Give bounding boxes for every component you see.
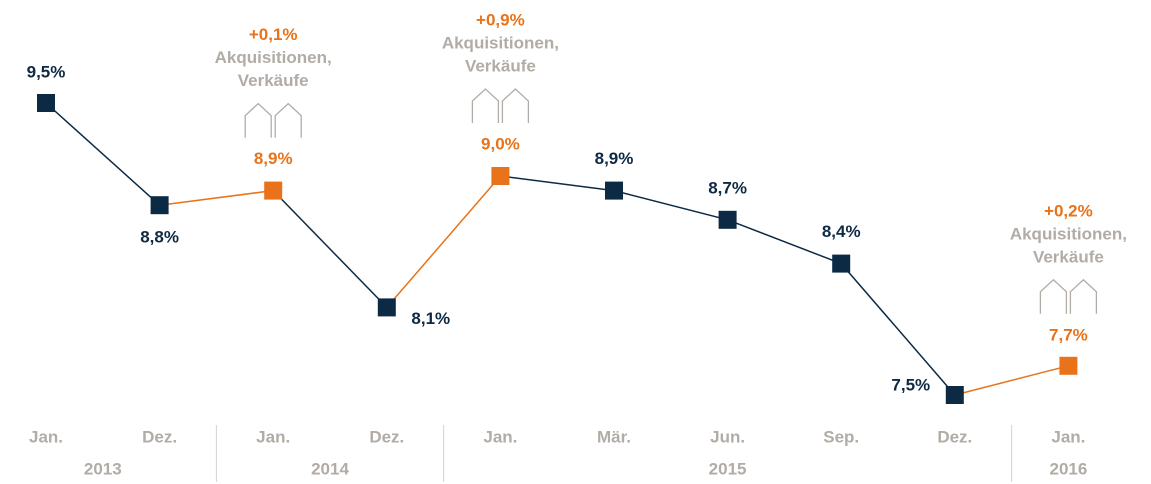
annotation-change: +0,2% [1044,201,1093,220]
value-label: 7,7% [1049,325,1088,344]
line-segment [840,263,956,396]
line-segment [45,102,161,206]
line-segment [272,190,388,308]
value-label: 7,5% [891,375,930,394]
x-tick-label: Mär. [597,427,631,446]
x-tick-label: Dez. [937,427,972,446]
point [377,298,396,317]
point [605,181,623,200]
value-label: 9,5% [27,62,66,81]
point [718,210,737,229]
line-segment [386,175,501,308]
value-label: 9,0% [481,134,520,153]
x-tick-label: Dez. [369,427,404,446]
value-label: 8,7% [708,178,747,197]
value-label: 8,4% [822,222,861,241]
x-tick-label: Jan. [29,427,63,446]
line-segment [159,189,274,206]
line-segment [954,365,1069,396]
annotation-change: +0,9% [476,10,525,29]
value-label: 8,9% [595,149,634,168]
x-tick-label: Dez. [142,427,177,446]
house-icon [1039,278,1068,314]
point [491,167,510,185]
line-segment [613,189,728,221]
x-tick-label: Jun. [710,427,745,446]
point [832,254,851,273]
annotation-text: Akquisitionen, [215,48,332,67]
x-group-label: 2013 [84,459,122,478]
annotation-text: Akquisitionen, [442,33,559,52]
house-icon [471,88,500,123]
value-label: 8,1% [411,309,450,328]
annotation-text: Verkäufe [1033,247,1104,266]
line-segment [500,175,615,192]
value-label: 8,9% [254,149,293,168]
point [945,386,964,404]
point [264,181,283,200]
annotation-text: Verkäufe [465,56,536,75]
point [37,94,55,112]
point [150,196,169,215]
x-group-label: 2016 [1049,459,1087,478]
x-tick-label: Jan. [483,427,517,446]
x-tick-label: Sep. [823,427,859,446]
x-group-label: 2014 [311,459,349,478]
house-icon [274,102,302,138]
x-tick-label: Jan. [1051,427,1085,446]
annotation-text: Akquisitionen, [1010,224,1127,243]
line-segment [727,219,842,265]
house-icon [1069,278,1098,314]
value-label: 8,8% [140,228,179,247]
house-icon [244,102,272,138]
house-icon [501,88,530,123]
x-tick-label: Jan. [256,427,290,446]
annotation-text: Verkäufe [238,71,309,90]
x-group-label: 2015 [709,459,747,478]
point [1059,356,1078,375]
annotation-change: +0,1% [249,25,298,44]
